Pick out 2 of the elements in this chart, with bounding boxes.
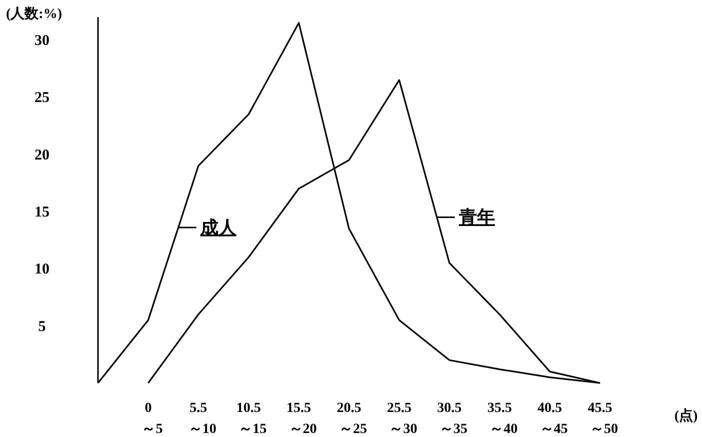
ylabel: (人数:%) [6, 7, 62, 22]
xlabel: (点) [674, 409, 698, 424]
